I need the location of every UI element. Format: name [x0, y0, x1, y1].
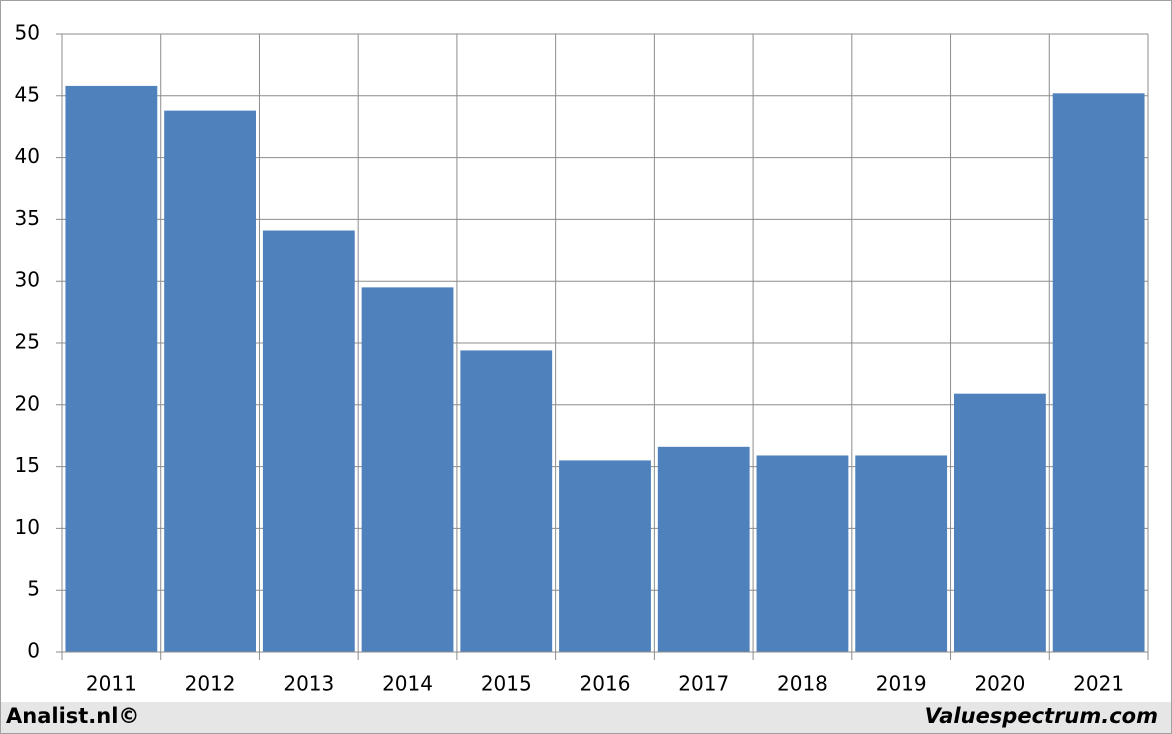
bar — [164, 110, 256, 652]
x-tick-label: 2016 — [580, 672, 631, 696]
y-tick-label: 10 — [15, 515, 40, 539]
bar — [460, 350, 553, 652]
bar — [361, 287, 454, 652]
footer-left: Analist.nl© — [6, 704, 139, 728]
y-tick-label: 35 — [15, 206, 40, 230]
x-tick-label: 2015 — [481, 672, 532, 696]
x-tick-label: 2021 — [1073, 672, 1124, 696]
x-tick-label: 2018 — [777, 672, 828, 696]
y-tick-label: 5 — [27, 577, 40, 601]
x-tick-label: 2017 — [678, 672, 729, 696]
footer-right: Valuespectrum.com — [925, 704, 1158, 728]
y-tick-label: 0 — [27, 639, 40, 663]
bar — [756, 455, 849, 652]
y-tick-label: 15 — [15, 453, 40, 477]
y-tick-label: 45 — [15, 82, 40, 106]
x-tick-label: 2014 — [382, 672, 433, 696]
bar — [262, 230, 355, 653]
x-tick-label: 2013 — [283, 672, 334, 696]
footer-band — [1, 702, 1171, 733]
bar — [855, 455, 948, 652]
y-tick-label: 25 — [15, 330, 40, 354]
x-tick-label: 2020 — [974, 672, 1025, 696]
y-tick-label: 40 — [15, 144, 40, 168]
bar — [657, 446, 750, 652]
y-tick-label: 50 — [15, 21, 40, 45]
x-tick-label: 2011 — [86, 672, 137, 696]
bar — [65, 85, 158, 653]
bar — [1052, 93, 1145, 652]
x-tick-label: 2019 — [876, 672, 927, 696]
y-tick-label: 20 — [15, 391, 40, 415]
bar — [954, 393, 1046, 652]
x-tick-label: 2012 — [185, 672, 236, 696]
bar — [559, 460, 651, 652]
y-tick-label: 30 — [15, 268, 40, 292]
